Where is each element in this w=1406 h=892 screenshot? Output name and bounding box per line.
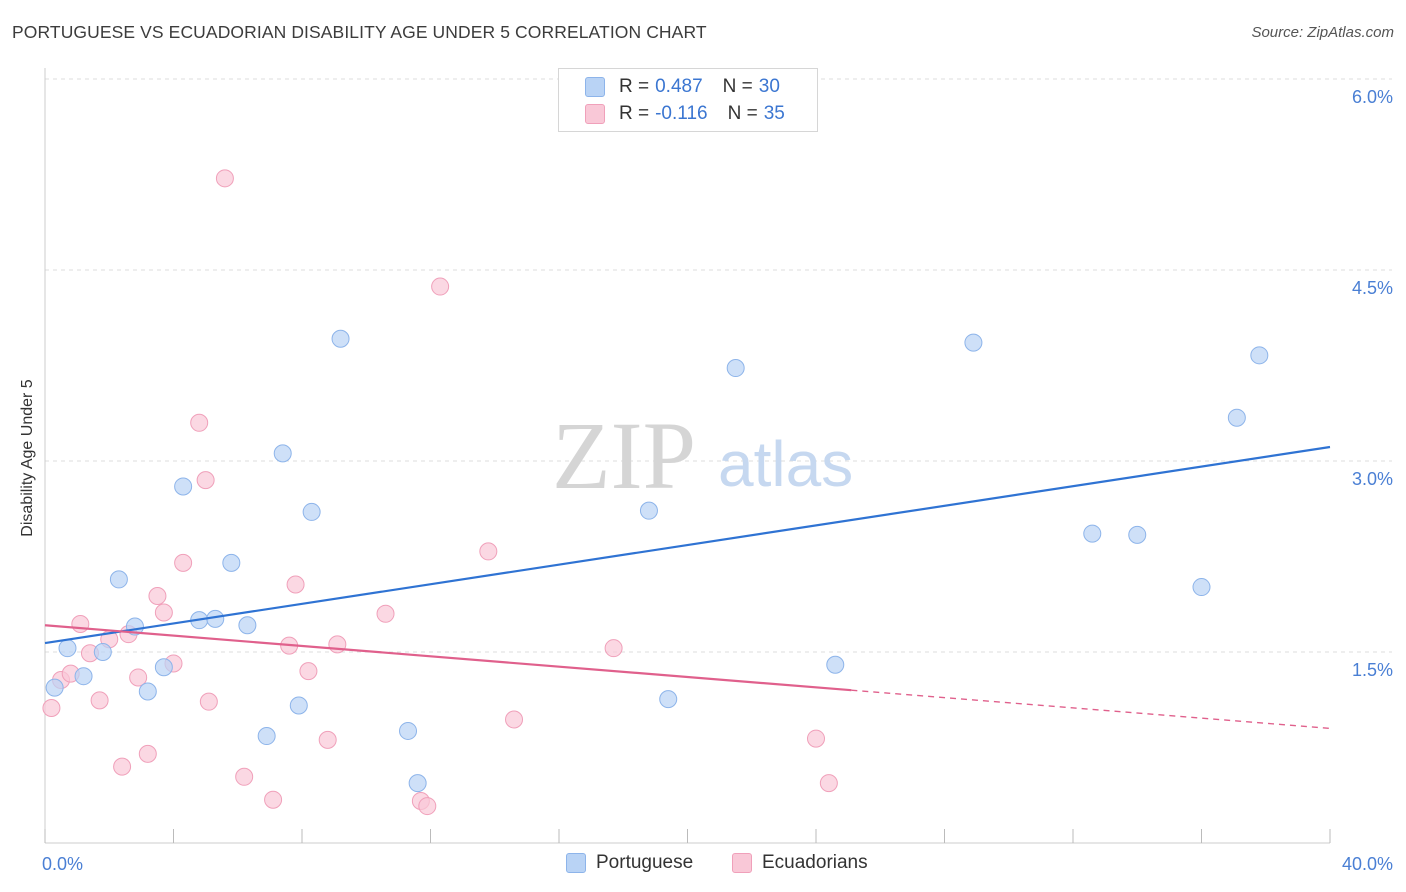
portuguese-point (58, 639, 77, 658)
portuguese-point (222, 553, 241, 572)
portuguese-point (238, 616, 257, 635)
portuguese-point (964, 333, 983, 352)
ecuadorians-point (113, 757, 132, 776)
ecuadorians-point (418, 797, 437, 816)
ecuadorians-point (376, 604, 395, 623)
portuguese-point (109, 570, 128, 589)
portuguese-points (45, 329, 1269, 793)
portuguese-point (154, 658, 173, 677)
legend-item-portuguese: Portuguese (566, 852, 693, 874)
portuguese-swatch (585, 77, 605, 97)
ecuadorians-point (154, 603, 173, 622)
portuguese-point (138, 682, 157, 701)
portuguese-point (273, 444, 292, 463)
ecuadorians-label: Ecuadorians (762, 852, 868, 873)
chart-title: PORTUGUESE VS ECUADORIAN DISABILITY AGE … (12, 22, 707, 42)
legend-row-ecuadorians: R = -0.116 N = 35 (585, 102, 785, 126)
portuguese-point (639, 501, 658, 520)
ecuadorians-point (286, 575, 305, 594)
portuguese-point (45, 678, 64, 697)
portuguese-swatch (566, 853, 586, 873)
portuguese-point (331, 329, 350, 348)
portuguese-point (1250, 346, 1269, 365)
ecuadorians-point (71, 614, 90, 633)
watermark-atlas: atlas (718, 428, 853, 500)
ecuadorians-point (129, 668, 148, 687)
x-tick-label: 40.0% (1342, 854, 1393, 874)
y-tick-label: 6.0% (1352, 87, 1393, 107)
source-label: Source: ZipAtlas.com (1251, 24, 1394, 41)
stats-legend: R = 0.487 N = 30 R = -0.116 N = 35 (558, 68, 818, 132)
portuguese-label: Portuguese (596, 852, 694, 873)
ecuadorians-point (479, 542, 498, 561)
y-tick-label: 4.5% (1352, 278, 1393, 298)
portuguese-point (726, 359, 745, 378)
ecuadorians-point (318, 730, 337, 749)
legend-item-ecuadorians: Ecuadorians (732, 852, 868, 874)
r-value: -0.116 (655, 103, 708, 124)
n-value: 35 (763, 103, 785, 124)
ecuadorians-point (505, 710, 524, 729)
portuguese-point (257, 727, 276, 746)
portuguese-point (1128, 525, 1147, 544)
ecuadorians-trend-extension (851, 689, 1331, 730)
grid-lines (45, 78, 1392, 653)
ecuadorians-swatch (585, 104, 605, 124)
ecuadorians-point (431, 277, 450, 296)
portuguese-point (1192, 578, 1211, 597)
portuguese-point (826, 655, 845, 674)
portuguese-trend-line (44, 445, 1331, 645)
portuguese-point (1083, 524, 1102, 543)
ecuadorians-point (215, 169, 234, 188)
ecuadorians-point (42, 699, 61, 718)
ecuadorians-point (190, 413, 209, 432)
ecuadorians-point (264, 790, 283, 809)
ecuadorians-point (235, 767, 254, 786)
portuguese-point (408, 774, 427, 793)
portuguese-point (1227, 408, 1246, 427)
portuguese-point (74, 667, 93, 686)
y-tick-label: 1.5% (1352, 660, 1393, 680)
r-label: R = (619, 76, 650, 97)
ecuadorians-point (199, 692, 218, 711)
ecuadorians-point (90, 691, 109, 710)
portuguese-point (659, 690, 678, 709)
trend-lines (44, 445, 1331, 730)
portuguese-point (93, 643, 112, 661)
ecuadorians-point (604, 639, 623, 658)
portuguese-point (174, 477, 193, 496)
watermark-zip: ZIP (552, 402, 696, 509)
n-label: N = (727, 103, 758, 124)
portuguese-point (289, 696, 308, 715)
tick-labels: 1.5% 3.0% 4.5% 6.0% 0.0% 40.0% (42, 87, 1393, 874)
ecuadorians-point (819, 774, 838, 793)
r-value: 0.487 (655, 76, 703, 97)
ecuadorians-swatch (732, 853, 752, 873)
r-label: R = (619, 103, 650, 124)
ecuadorians-point (807, 729, 825, 748)
ecuadorians-trend-line (44, 624, 852, 692)
ecuadorians-point (138, 744, 157, 763)
portuguese-point (302, 502, 321, 521)
portuguese-point (399, 721, 418, 740)
n-label: N = (722, 76, 753, 97)
ecuadorians-point (148, 586, 167, 605)
legend-row-portuguese: R = 0.487 N = 30 (585, 75, 780, 99)
ecuadorians-point (174, 553, 193, 572)
ecuadorians-point (196, 471, 215, 490)
y-tick-label: 3.0% (1352, 469, 1393, 489)
ecuadorians-point (299, 662, 318, 681)
n-value: 30 (758, 76, 780, 97)
x-tick-label: 0.0% (42, 854, 83, 874)
